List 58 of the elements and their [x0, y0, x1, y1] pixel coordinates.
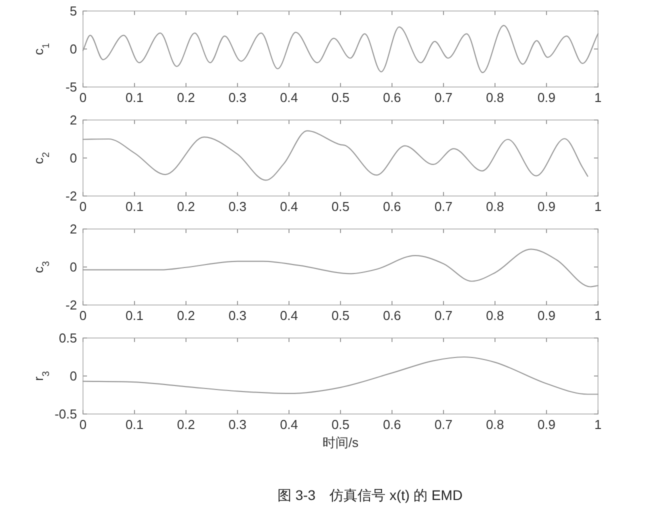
y-tick-label: 0 [70, 42, 77, 56]
x-tick-label: 1 [594, 308, 602, 323]
x-tick-label: 0.5 [331, 308, 350, 323]
x-tick-label: 0.3 [228, 417, 247, 432]
x-tick-label: 0.8 [486, 417, 504, 432]
x-tick-label: 0.5 [331, 417, 350, 432]
x-axis-title: 时间/s [322, 435, 360, 450]
y-tick-label: -5 [65, 80, 77, 94]
x-tick-label: 0.1 [125, 308, 144, 323]
x-tick-label: 0.4 [280, 308, 298, 323]
x-tick-label: 0.9 [537, 90, 556, 105]
x-tick-label: 0 [79, 308, 87, 323]
y-tick-label: 0 [70, 368, 77, 384]
x-tick-label: 0.9 [537, 417, 556, 432]
y-tick-label: -2 [65, 298, 77, 312]
y-tick-label: -0.5 [54, 406, 77, 422]
x-tick-label: 0.7 [434, 90, 453, 105]
x-tick-label: 0.4 [280, 90, 298, 105]
y-tick-label: 5 [70, 4, 77, 18]
x-tick-label: 0 [79, 199, 87, 214]
x-tick-label: 0.5 [331, 90, 350, 105]
x-tick-label: 0.6 [382, 199, 402, 214]
caption: 图 3-3 仿真信号 x(t) 的 EMD [277, 487, 463, 503]
x-tick-label: 0 [79, 90, 87, 105]
x-tick-label: 1 [594, 417, 602, 432]
x-tick-label: 0.2 [176, 417, 196, 432]
x-tick-label: 0.7 [434, 417, 453, 432]
x-tick-label: 0.6 [382, 417, 402, 432]
x-tick-label: 0.2 [176, 199, 196, 214]
x-tick-label: 0.7 [434, 308, 453, 323]
x-tick-label: 0 [79, 417, 87, 432]
x-tick-label: 0.3 [228, 90, 247, 105]
x-tick-label: 0.8 [486, 308, 504, 323]
x-tick-label: 0.7 [434, 199, 453, 214]
x-tick-label: 0.6 [382, 90, 402, 105]
x-tick-label: 0.2 [176, 308, 196, 323]
x-tick-label: 0.6 [382, 308, 402, 323]
y-tick-label: 0.5 [58, 330, 77, 346]
x-tick-label: 0.8 [486, 199, 504, 214]
x-tick-label: 0.3 [228, 308, 247, 323]
y-tick-label: 2 [70, 222, 77, 236]
x-tick-label: 0.8 [486, 90, 504, 105]
y-tick-label: 0 [70, 260, 77, 274]
x-tick-label: 0.9 [537, 199, 556, 214]
y-tick-label: 2 [70, 112, 77, 128]
x-tick-label: 1 [594, 199, 602, 214]
x-tick-label: 0.1 [125, 90, 144, 105]
y-tick-label: 0 [70, 150, 77, 166]
x-tick-label: 0.4 [280, 199, 298, 214]
x-tick-label: 1 [594, 90, 602, 105]
x-tick-label: 0.1 [125, 199, 144, 214]
x-tick-label: 0.9 [537, 308, 556, 323]
y-tick-label: -2 [65, 188, 77, 204]
x-tick-label: 0.4 [280, 417, 298, 432]
x-tick-label: 0.1 [125, 417, 144, 432]
x-tick-label: 0.2 [176, 90, 196, 105]
x-tick-label: 0.5 [331, 199, 350, 214]
x-tick-label: 0.3 [228, 199, 247, 214]
